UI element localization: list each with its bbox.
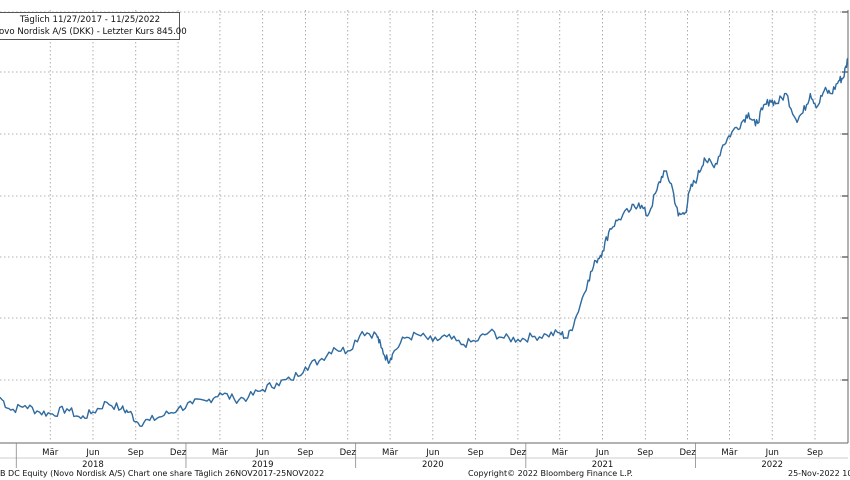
x-year-label: 2021 <box>592 460 614 470</box>
x-year-label: 2020 <box>422 460 444 470</box>
footer-security-info: B DC Equity (Novo Nordisk A/S) Chart one… <box>0 469 325 478</box>
x-tick-label: Sep <box>637 448 653 458</box>
x-tick-label: Jun <box>765 448 779 458</box>
x-tick-label: Dez <box>170 448 187 458</box>
x-tick-label: Dez <box>340 448 357 458</box>
footer-copyright: Copyright© 2022 Bloomberg Finance L.P. <box>468 469 633 478</box>
x-tick-label: Jun <box>255 448 269 458</box>
x-tick-label: Mär <box>212 448 229 458</box>
legend-security: ovo Nordisk A/S (DKK) - Letzter Kurs 845… <box>0 27 187 37</box>
price-series-line <box>0 57 849 427</box>
chart-legend: Täglich 11/27/2017 - 11/25/2022 ovo Nord… <box>0 12 187 40</box>
x-tick-label: Sep <box>807 448 823 458</box>
x-tick-label: Mär <box>42 448 59 458</box>
x-year-label: 2019 <box>252 460 274 470</box>
legend-period: Täglich 11/27/2017 - 11/25/2022 <box>19 15 161 25</box>
chart-footer: B DC Equity (Novo Nordisk A/S) Chart one… <box>0 468 850 480</box>
x-tick-label: Mär <box>552 448 569 458</box>
x-year-label: 2018 <box>82 460 104 470</box>
x-tick-label: Dez <box>510 448 527 458</box>
x-tick-label: Jun <box>595 448 609 458</box>
x-tick-label: Sep <box>297 448 313 458</box>
x-tick-label: Jun <box>425 448 439 458</box>
x-tick-label: Sep <box>468 448 484 458</box>
x-tick-label: Sep <box>128 448 144 458</box>
x-tick-label: Jun <box>85 448 99 458</box>
x-tick-label: Mär <box>382 448 399 458</box>
x-year-label: 2022 <box>761 460 783 470</box>
footer-timestamp: 25-Nov-2022 10: <box>788 469 850 478</box>
x-tick-label: Dez <box>679 448 696 458</box>
x-tick-label: Mär <box>721 448 738 458</box>
